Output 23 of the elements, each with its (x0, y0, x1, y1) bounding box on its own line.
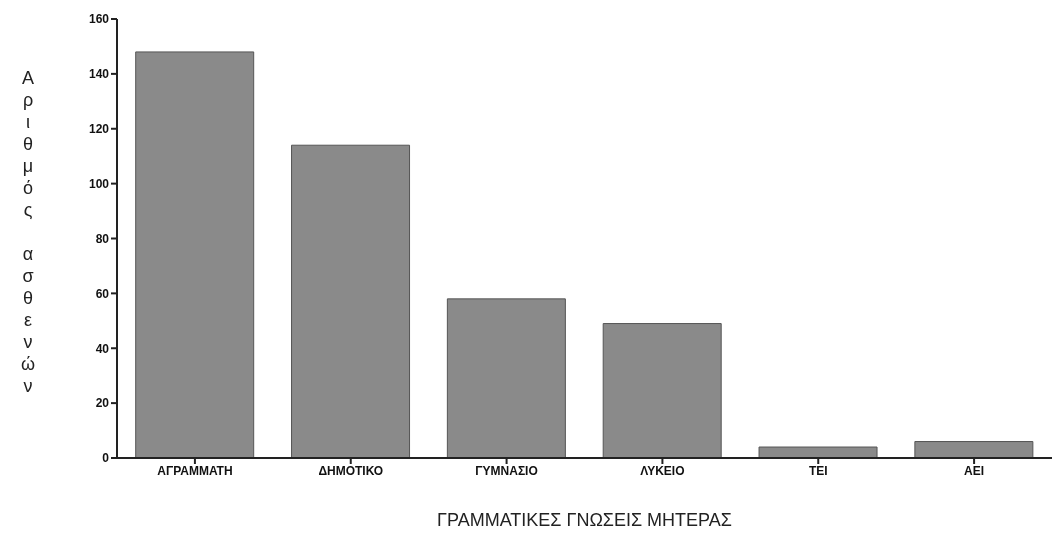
y-tick-label: 120 (88, 122, 110, 137)
y-tick-label: 80 (95, 231, 110, 246)
bar (291, 144, 411, 458)
x-tick-label: ΑΕΙ (964, 463, 985, 478)
y-tick-label: 100 (88, 176, 110, 191)
x-tick-label: ΛΥΚΕΙΟ (640, 463, 685, 478)
y-tick-label: 140 (88, 67, 110, 82)
y-tick-label: 40 (95, 341, 110, 356)
x-tick-label: ΔΗΜΟΤΙΚΟ (318, 463, 384, 478)
bar (758, 446, 878, 458)
bar (914, 441, 1034, 458)
y-tick-label: 160 (88, 12, 110, 27)
y-tick-label: 60 (95, 286, 110, 301)
x-axis-title: ΓΡΑΜΜΑΤΙΚΕΣ ΓΝΩΣΕΙΣ ΜΗΤΕΡΑΣ (437, 510, 732, 530)
bar (135, 51, 255, 458)
y-tick-label: 0 (102, 451, 110, 466)
bar (602, 323, 722, 458)
x-tick-label: ΑΓΡΑΜΜΑΤΗ (157, 463, 233, 478)
bar (446, 298, 566, 458)
y-tick-label: 20 (95, 396, 110, 411)
text: Αριθμός ασθενών (20, 67, 36, 396)
x-tick-label: ΓΥΜΝΑΣΙΟ (475, 463, 538, 478)
x-tick-label: ΤΕΙ (808, 463, 828, 478)
